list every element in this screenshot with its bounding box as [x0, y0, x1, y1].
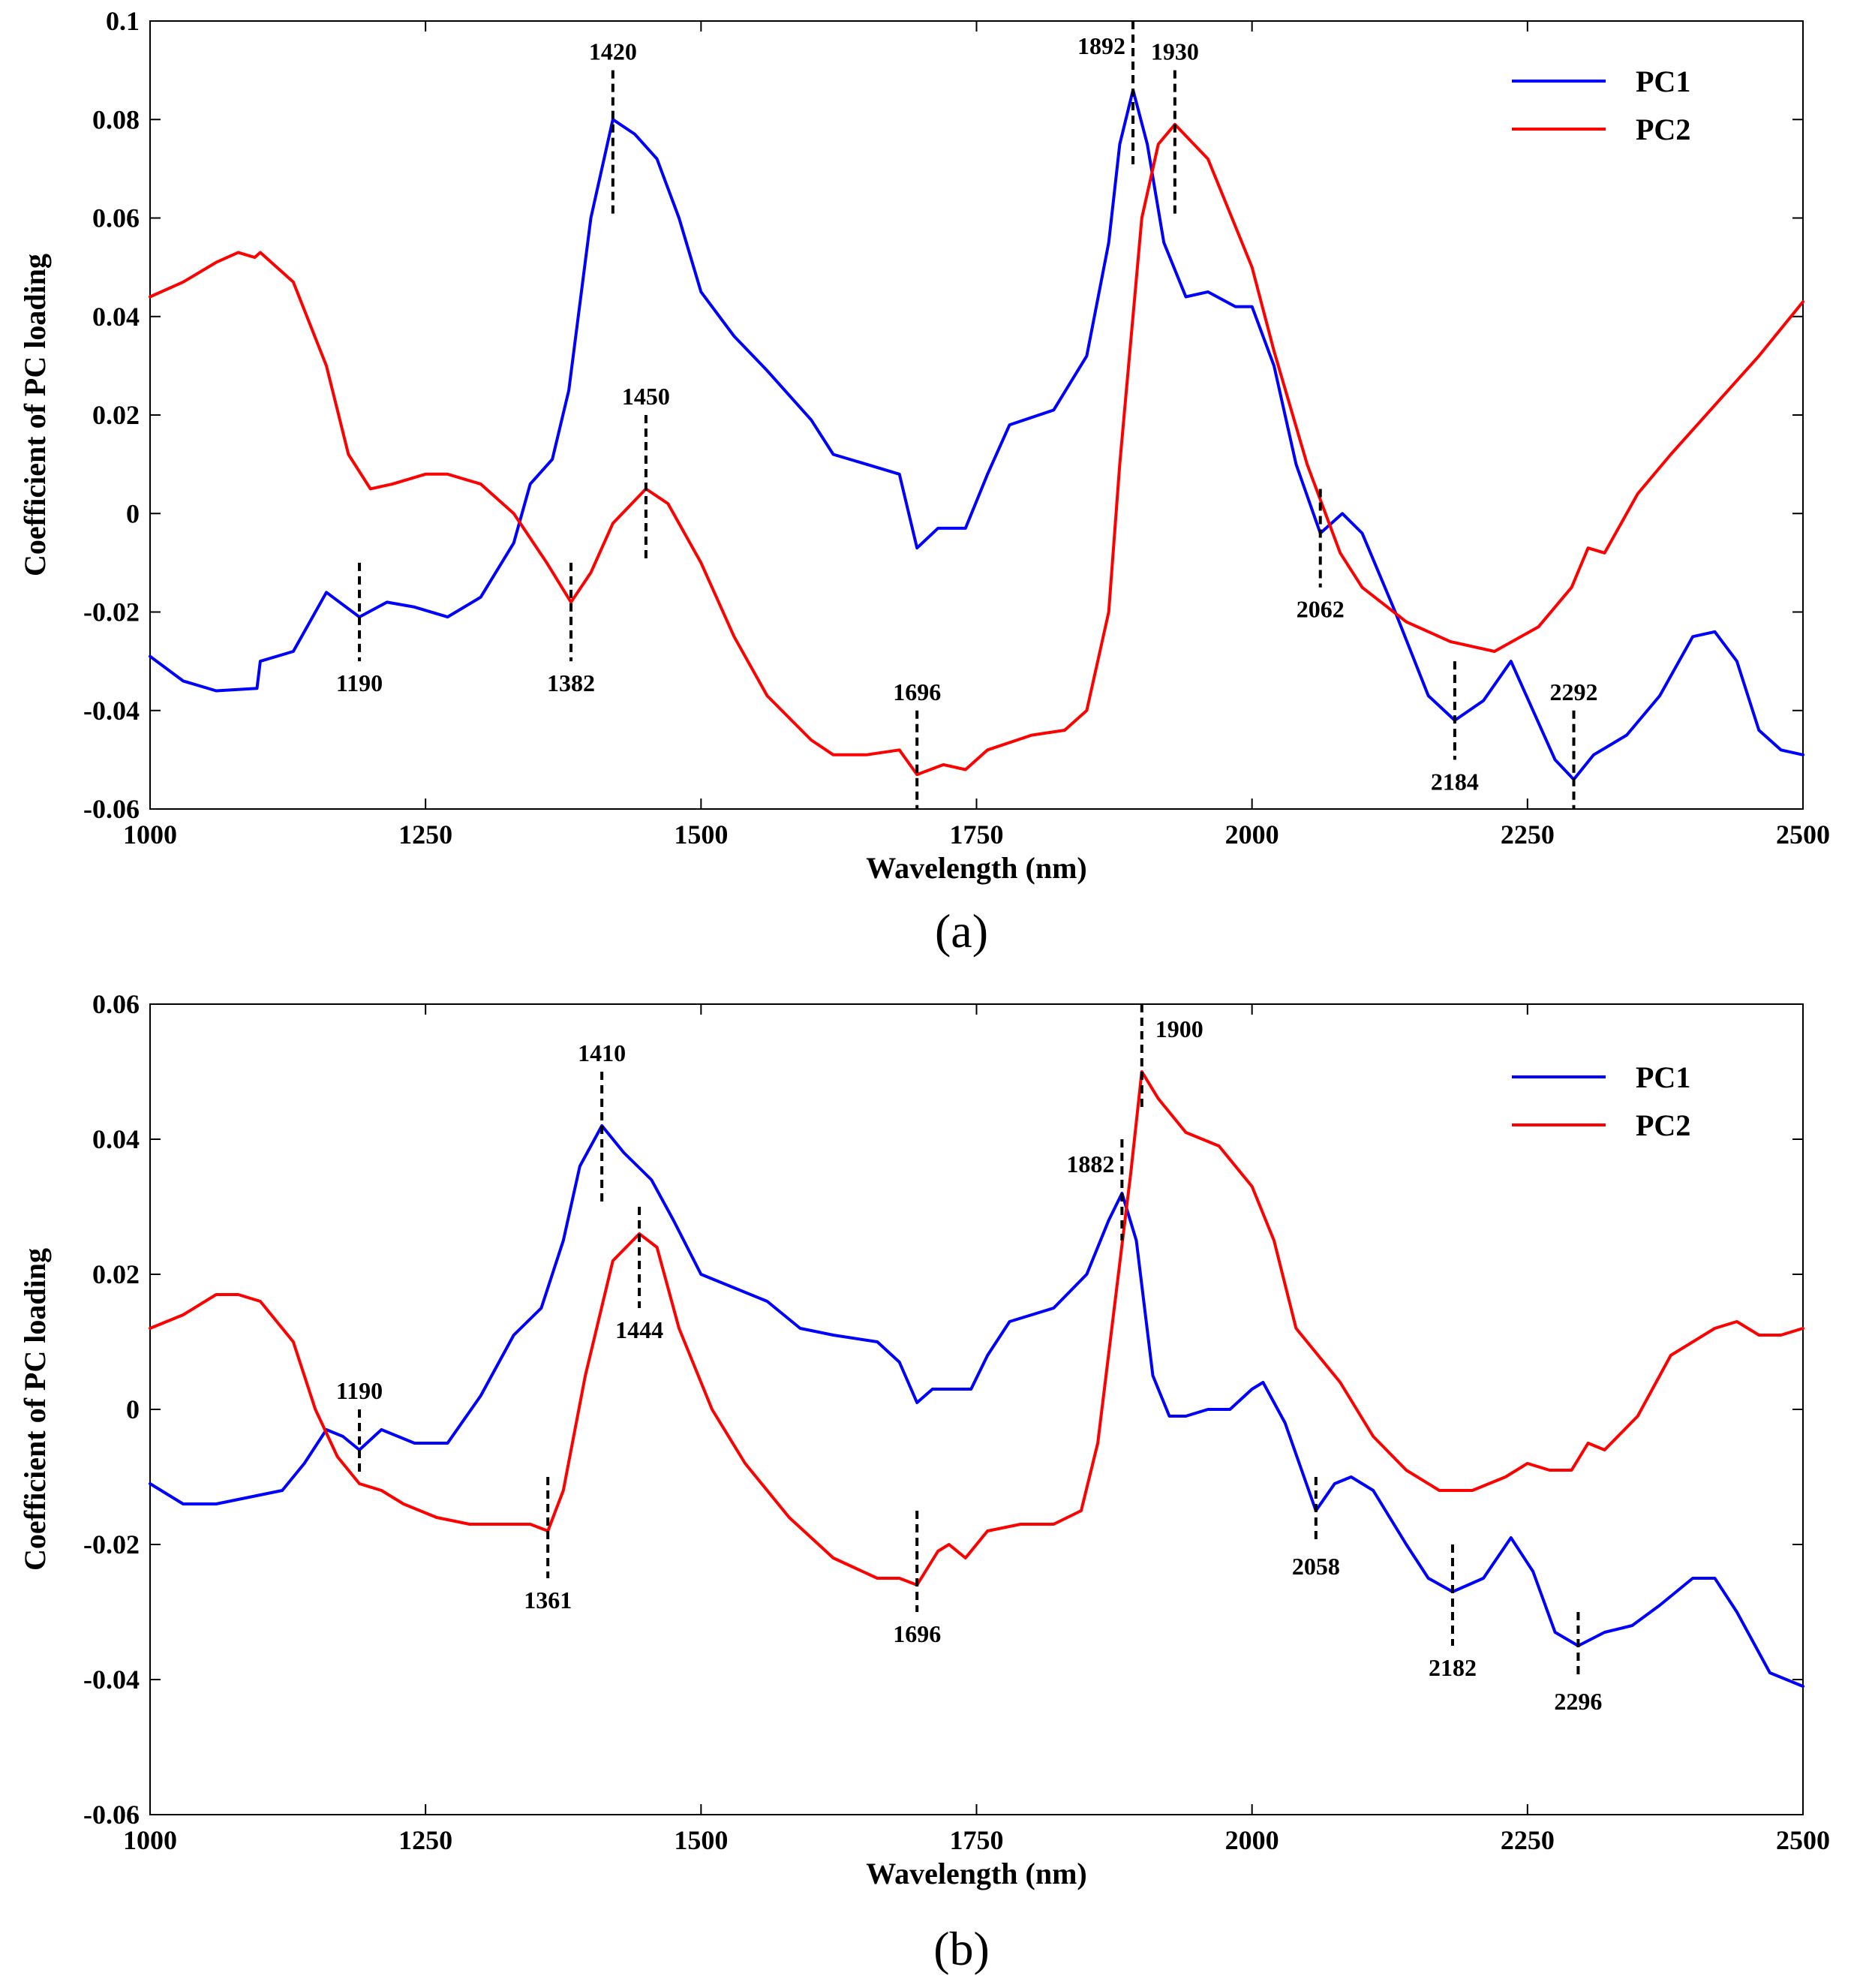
y-tick-label: 0: [126, 1394, 140, 1424]
y-tick-label: 0.02: [92, 1259, 140, 1289]
peak-label: 2296: [1554, 1688, 1602, 1715]
x-tick-label: 1500: [674, 1825, 728, 1855]
y-tick-label: 0.04: [92, 1124, 140, 1154]
peak-label: 1382: [547, 669, 595, 696]
x-tick-label: 2000: [1225, 1825, 1279, 1855]
peak-label: 1882: [1066, 1150, 1114, 1177]
series-line-pc2: [149, 1070, 1804, 1586]
x-tick-label: 1250: [398, 1825, 452, 1855]
peak-label: 1190: [336, 669, 383, 696]
peak-label: 2184: [1431, 768, 1479, 795]
x-tick-label: 2250: [1501, 820, 1555, 850]
x-tick-label: 2000: [1225, 820, 1279, 850]
legend-label: PC1: [1636, 65, 1690, 98]
y-tick-label: -0.04: [83, 696, 140, 726]
x-tick-label: 1750: [950, 820, 1004, 850]
panel-a: 1000 1250 1500 1750 2000 2250 2500 -0.06 -0.04 -0…: [18, 6, 1830, 958]
y-axis-title: Coefficient of PC loading: [18, 254, 52, 576]
y-tick-label: -0.06: [83, 1800, 140, 1830]
peak-label: 1930: [1151, 38, 1199, 65]
legend-label: PC2: [1636, 1108, 1690, 1142]
panel-caption: (a): [935, 904, 988, 958]
y-tick-label: -0.06: [83, 794, 140, 824]
y-tick-label: 0.06: [92, 989, 140, 1019]
legend-label: PC1: [1636, 1060, 1690, 1094]
series-line-pc2: [149, 122, 1804, 777]
x-tick-label: 1500: [674, 820, 728, 850]
x-tick-label: 2500: [1776, 820, 1830, 850]
series-line-pc1: [149, 88, 1804, 781]
panel-caption: (b): [933, 1922, 990, 1975]
y-axis-title: Coefficient of PC loading: [18, 1248, 52, 1571]
y-tick-label: -0.02: [83, 597, 140, 627]
peak-label: 1696: [893, 1620, 941, 1647]
x-tick-label: 2500: [1776, 1825, 1830, 1855]
x-axis-title: Wavelength (nm): [866, 851, 1086, 885]
peak-label: 2182: [1429, 1654, 1477, 1681]
peak-label: 2062: [1297, 596, 1345, 623]
y-tick-label: 0.04: [92, 302, 140, 332]
y-tick-label: 0.06: [92, 203, 140, 233]
y-tick-label: -0.04: [83, 1665, 140, 1695]
legend-label: PC2: [1636, 113, 1690, 146]
x-axis-title: Wavelength (nm): [866, 1857, 1086, 1890]
peak-label: 1696: [893, 678, 941, 705]
y-tick-label: 0.08: [92, 104, 140, 134]
peak-label: 1190: [336, 1377, 383, 1404]
y-tick-label: 0.02: [92, 400, 140, 430]
y-tick-label: -0.02: [83, 1529, 140, 1559]
peak-label: 1450: [622, 383, 670, 410]
x-tick-label: 1000: [123, 820, 177, 850]
peak-label: 2292: [1550, 678, 1598, 705]
y-tick-label: 0: [126, 498, 140, 528]
peak-label: 1444: [615, 1316, 663, 1343]
x-tick-label: 1000: [123, 1825, 177, 1855]
peak-label: 1361: [524, 1586, 572, 1614]
peak-label: 1410: [578, 1039, 626, 1066]
series-line-pc1: [149, 1124, 1804, 1688]
panel-b: 1000 1250 1500 1750 2000 2250 2500 -0.06 -0.04 -0…: [18, 989, 1830, 1975]
peak-label: 1892: [1077, 32, 1125, 59]
x-tick-label: 1250: [398, 820, 452, 850]
x-tick-label: 2250: [1501, 1825, 1555, 1855]
peak-label: 1900: [1155, 1015, 1203, 1042]
y-tick-label: 0.1: [106, 6, 140, 36]
peak-label: 2058: [1292, 1553, 1340, 1580]
x-tick-label: 1750: [950, 1825, 1004, 1855]
peak-label: 1420: [589, 38, 637, 65]
